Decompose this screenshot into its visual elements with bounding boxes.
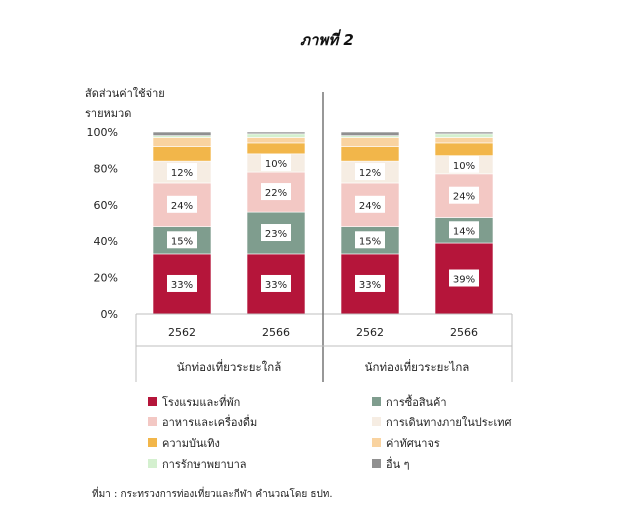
y-axis-label-line-1: สัดส่วนค่าใช้จ่าย (85, 87, 165, 100)
data-label: 33% (171, 280, 193, 291)
data-label: 10% (265, 159, 287, 170)
data-label: 15% (171, 236, 193, 247)
data-label-box (355, 163, 385, 181)
data-label-box (167, 274, 197, 292)
x-tick-label: 2566 (450, 326, 478, 339)
bar-segment (152, 146, 212, 162)
legend-label: อาหารและเครื่องดื่ม (162, 414, 257, 429)
data-label: 14% (453, 226, 475, 237)
bar-segment (434, 131, 494, 135)
legend-label: การเดินทางภายในประเทศ (386, 416, 512, 429)
legend-swatch (148, 417, 157, 426)
data-label-box (449, 221, 479, 239)
legend-swatch (148, 459, 157, 468)
axis-lines (135, 92, 513, 382)
y-tick-label: 80% (94, 162, 118, 175)
data-label-box (261, 153, 291, 171)
y-tick-label: 0% (101, 308, 118, 321)
bar-segment (340, 146, 400, 162)
data-label-box (261, 183, 291, 201)
legend-swatch (372, 397, 381, 406)
data-label-box (167, 163, 197, 181)
y-tick-label: 40% (94, 235, 118, 248)
data-label: 24% (453, 192, 475, 203)
data-label-box (261, 274, 291, 292)
data-label: 23% (265, 229, 287, 240)
bar-segment (340, 131, 400, 136)
data-label: 33% (265, 280, 287, 291)
bar-segment (246, 137, 306, 144)
legend: โรงแรมและที่พัก การซื้อสินค้าอาหารและเครื… (148, 394, 512, 471)
bar-segment (152, 131, 212, 136)
data-label-box (261, 224, 291, 242)
data-label: 33% (359, 280, 381, 291)
data-label-box (449, 155, 479, 173)
x-axis-ticks: 2562 2566 2562 2566 (168, 326, 478, 339)
bar-segment (340, 226, 400, 255)
bar-segment (246, 131, 306, 135)
legend-label: โรงแรมและที่พัก (162, 394, 240, 409)
chart-title: ภาพที่ 2 (300, 29, 354, 49)
y-tick-label: 20% (94, 272, 118, 285)
data-label: 24% (171, 201, 193, 212)
bars: 33% 15% 24% 12% 33% 23% 22% 10% 33% 15% 24% 12% 39% 1… (152, 131, 494, 315)
legend-label: อื่น ๆ (386, 456, 410, 471)
x-tick-label: 2562 (168, 326, 196, 339)
bar-segment (246, 133, 306, 138)
legend-label: ความบันเทิง (162, 437, 220, 450)
bar-segment (246, 142, 306, 155)
x-tick-label: 2566 (262, 326, 290, 339)
data-label-box (355, 274, 385, 292)
legend-swatch (148, 397, 157, 406)
bar-segment (340, 137, 400, 147)
legend-label: การซื้อสินค้า (386, 394, 447, 409)
legend-label: ค่าทัศนาจร (386, 437, 440, 450)
legend-swatch (372, 417, 381, 426)
data-label: 22% (265, 188, 287, 199)
data-label: 12% (359, 168, 381, 179)
data-label-box (355, 195, 385, 213)
data-label-box (449, 269, 479, 287)
legend-label: การรักษาพยาบาล (162, 458, 247, 471)
bar-segment (434, 142, 494, 156)
legend-swatch (148, 438, 157, 447)
data-label: 10% (453, 161, 475, 172)
source-note: ที่มา : กระทรวงการท่องเที่ยวและกีฬา คำนว… (92, 486, 333, 500)
bar-segment (434, 133, 494, 138)
data-label-box (167, 195, 197, 213)
data-label-box (355, 231, 385, 249)
data-label: 12% (171, 168, 193, 179)
data-label: 24% (359, 201, 381, 212)
bar-segment (434, 137, 494, 144)
y-axis-ticks: 0% 20% 40% 60% 80% 100% (87, 126, 118, 321)
data-label: 15% (359, 236, 381, 247)
y-axis-label-line-2: รายหมวด (85, 107, 131, 120)
x-tick-label: 2562 (356, 326, 384, 339)
y-tick-label: 60% (94, 199, 118, 212)
data-label: 39% (453, 275, 475, 286)
legend-swatch (372, 459, 381, 468)
data-label-box (167, 231, 197, 249)
group-labels: นักท่องเที่ยวระยะใกล้ นักท่องเที่ยวระยะไก… (177, 359, 470, 374)
group-label: นักท่องเที่ยวระยะไกล (365, 359, 470, 374)
data-label-box (449, 186, 479, 204)
legend-swatch (372, 438, 381, 447)
y-tick-label: 100% (87, 126, 118, 139)
bar-segment (152, 137, 212, 147)
group-label: นักท่องเที่ยวระยะใกล้ (177, 359, 282, 374)
